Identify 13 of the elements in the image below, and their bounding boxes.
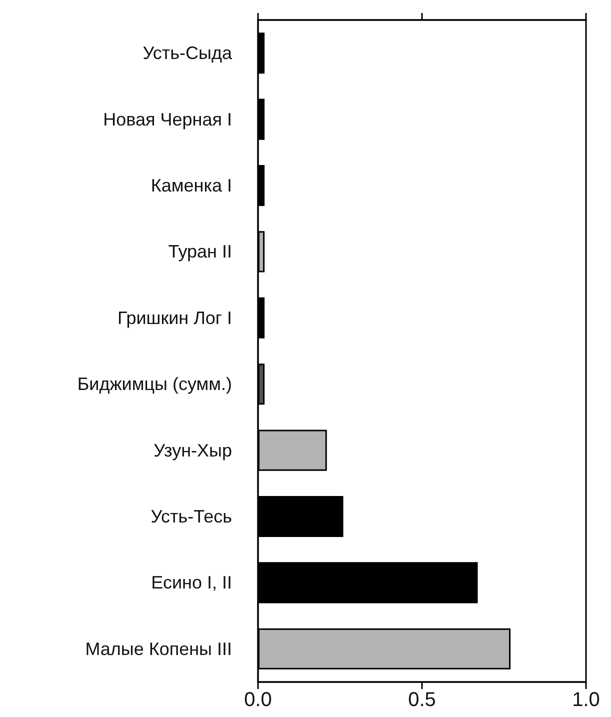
y-tick-label: Узун-Хыр <box>154 440 232 460</box>
x-tick-label: 1.0 <box>572 689 600 711</box>
y-tick-label: Новая Черная I <box>103 109 232 130</box>
y-tick-label: Каменка I <box>150 176 232 196</box>
x-tick-label: 0.0 <box>244 689 272 711</box>
x-tick-label: 0.5 <box>408 689 436 711</box>
y-tick-label: Малые Копены III <box>85 638 232 659</box>
y-tick-label: Усть-Тесь <box>150 506 232 526</box>
y-tick-label: Усть-Сыда <box>142 43 233 64</box>
y-tick-label: Есино I, II <box>151 572 232 593</box>
y-tick-label: Гришкин Лог I <box>117 308 232 328</box>
y-tick-label: Туран II <box>168 242 232 262</box>
y-tick-label: Биджимцы (сумм.) <box>77 374 232 394</box>
